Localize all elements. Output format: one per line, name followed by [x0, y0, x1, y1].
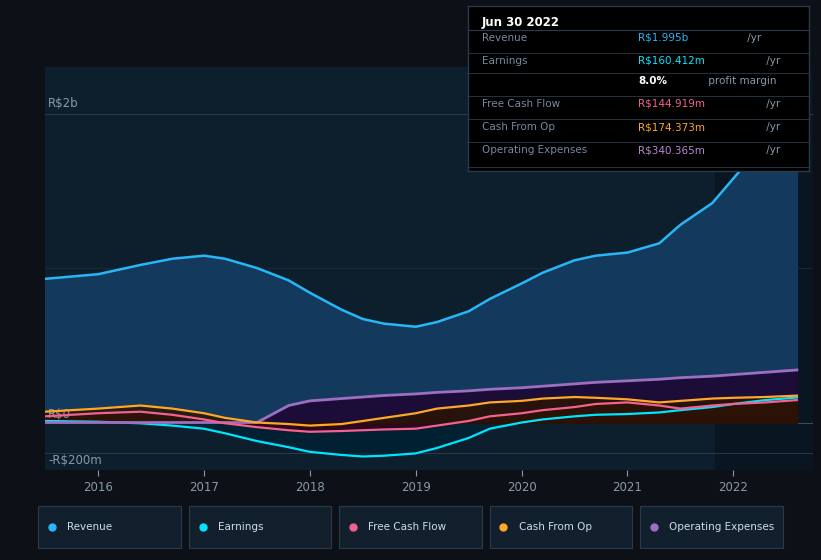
Text: Jun 30 2022: Jun 30 2022: [482, 16, 560, 29]
Text: R$0: R$0: [48, 408, 71, 421]
Text: Revenue: Revenue: [482, 33, 527, 43]
Text: R$2b: R$2b: [48, 97, 79, 110]
Bar: [339, 506, 482, 548]
Bar: [38, 506, 181, 548]
Text: Earnings: Earnings: [218, 522, 264, 531]
Text: R$174.373m: R$174.373m: [639, 122, 705, 132]
Text: Earnings: Earnings: [482, 56, 527, 66]
Text: /yr: /yr: [763, 145, 780, 155]
Bar: [715, 67, 813, 470]
Text: R$144.919m: R$144.919m: [639, 99, 705, 109]
Text: profit margin: profit margin: [705, 76, 777, 86]
Text: Free Cash Flow: Free Cash Flow: [482, 99, 560, 109]
Text: /yr: /yr: [763, 99, 780, 109]
Bar: [489, 506, 632, 548]
Text: Operating Expenses: Operating Expenses: [482, 145, 587, 155]
Text: Revenue: Revenue: [67, 522, 112, 531]
Text: /yr: /yr: [744, 33, 761, 43]
Text: /yr: /yr: [763, 56, 780, 66]
Text: R$1.995b: R$1.995b: [639, 33, 689, 43]
Text: Cash From Op: Cash From Op: [482, 122, 555, 132]
Text: R$340.365m: R$340.365m: [639, 145, 705, 155]
Bar: [189, 506, 332, 548]
Text: -R$200m: -R$200m: [48, 454, 102, 466]
Text: Cash From Op: Cash From Op: [519, 522, 592, 531]
Text: R$160.412m: R$160.412m: [639, 56, 705, 66]
Text: Free Cash Flow: Free Cash Flow: [369, 522, 447, 531]
Text: 8.0%: 8.0%: [639, 76, 667, 86]
Text: Operating Expenses: Operating Expenses: [669, 522, 775, 531]
Bar: [640, 506, 783, 548]
Text: /yr: /yr: [763, 122, 780, 132]
